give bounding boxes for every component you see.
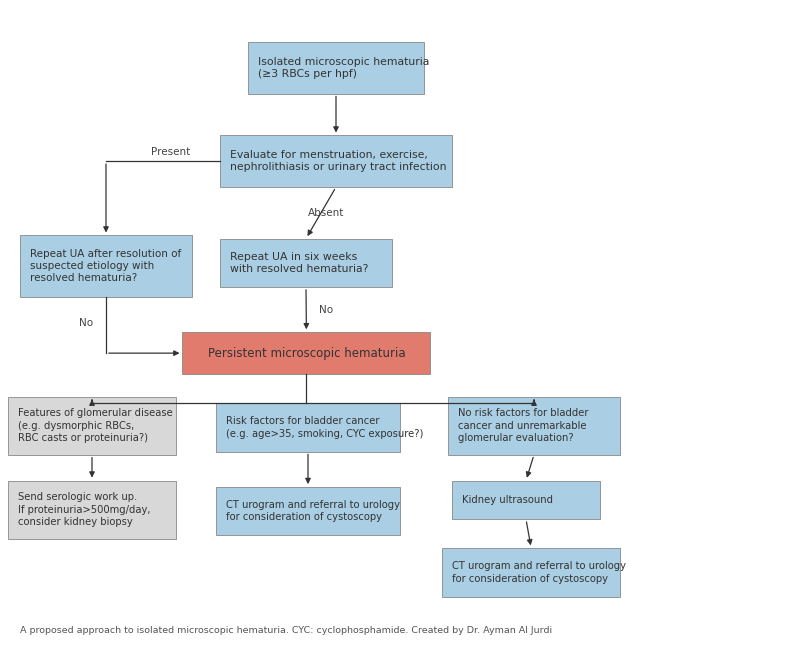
FancyBboxPatch shape [216,487,400,535]
FancyBboxPatch shape [20,235,192,297]
FancyBboxPatch shape [216,403,400,452]
FancyBboxPatch shape [220,239,392,287]
Text: Isolated microscopic hematuria
(≥3 RBCs per hpf): Isolated microscopic hematuria (≥3 RBCs … [258,57,429,79]
Text: Features of glomerular disease
(e.g. dysmorphic RBCs,
RBC casts or proteinuria?): Features of glomerular disease (e.g. dys… [18,408,172,443]
Text: Present: Present [151,146,190,157]
Text: Evaluate for menstruation, exercise,
nephrolithiasis or urinary tract infection: Evaluate for menstruation, exercise, nep… [230,150,446,172]
Text: Repeat UA in six weeks
with resolved hematuria?: Repeat UA in six weeks with resolved hem… [230,252,368,274]
FancyBboxPatch shape [448,397,620,455]
Text: Send serologic work up.
If proteinuria>500mg/day,
consider kidney biopsy: Send serologic work up. If proteinuria>5… [18,492,150,527]
Text: A proposed approach to isolated microscopic hematuria. CYC: cyclophosphamide. Cr: A proposed approach to isolated microsco… [20,626,552,635]
Text: Persistent microscopic hematuria: Persistent microscopic hematuria [207,346,406,360]
FancyBboxPatch shape [442,548,620,597]
Text: Risk factors for bladder cancer
(e.g. age>35, smoking, CYC exposure?): Risk factors for bladder cancer (e.g. ag… [226,416,423,439]
Text: CT urogram and referral to urology
for consideration of cystoscopy: CT urogram and referral to urology for c… [226,500,400,522]
Text: No: No [319,304,334,315]
Text: No risk factors for bladder
cancer and unremarkable
glomerular evaluation?: No risk factors for bladder cancer and u… [458,408,588,443]
FancyBboxPatch shape [182,332,430,374]
FancyBboxPatch shape [248,42,424,94]
Text: Kidney ultrasound: Kidney ultrasound [462,495,553,505]
FancyBboxPatch shape [220,135,452,187]
FancyBboxPatch shape [8,397,176,455]
FancyBboxPatch shape [8,481,176,539]
Text: CT urogram and referral to urology
for consideration of cystoscopy: CT urogram and referral to urology for c… [452,561,626,584]
Text: No: No [79,317,93,328]
FancyBboxPatch shape [452,481,600,519]
Text: Repeat UA after resolution of
suspected etiology with
resolved hematuria?: Repeat UA after resolution of suspected … [30,249,181,283]
Text: Absent: Absent [308,208,344,218]
